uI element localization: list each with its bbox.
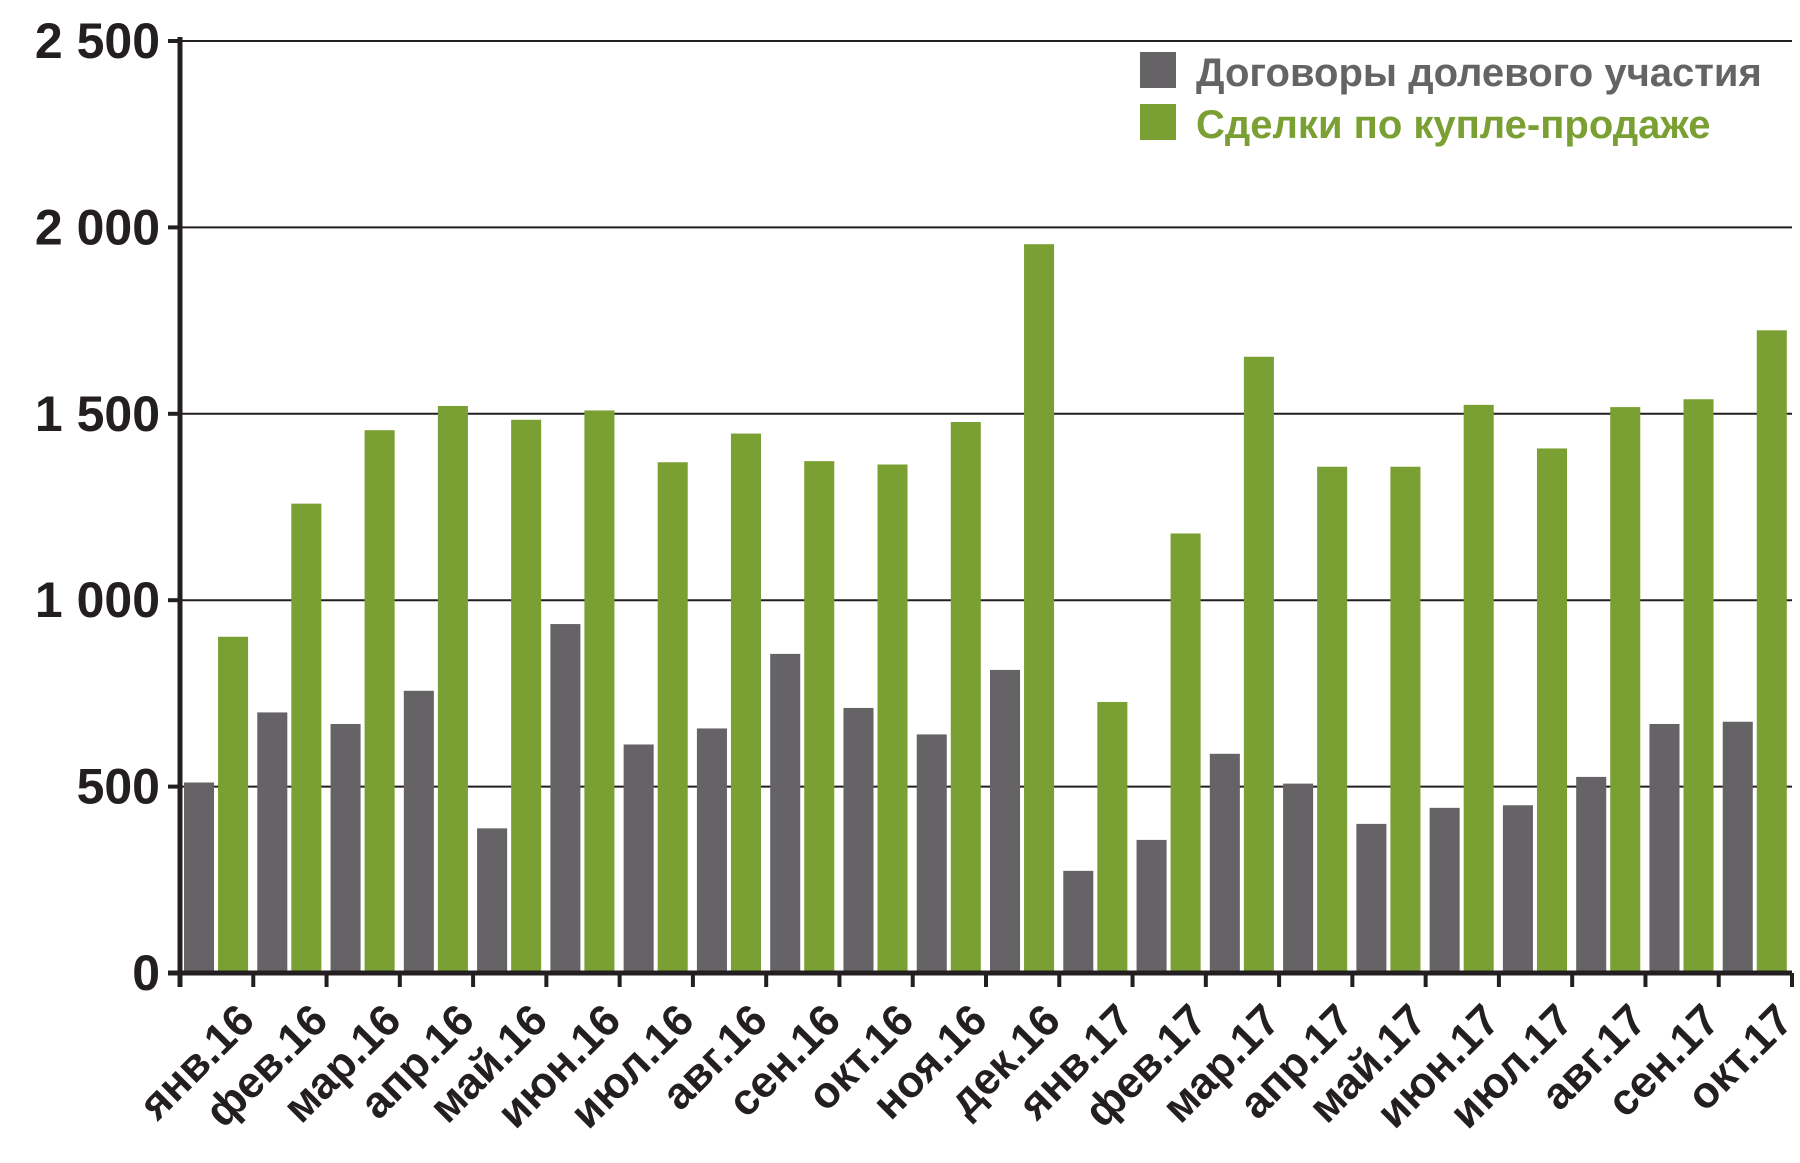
axes <box>168 37 1794 987</box>
bars <box>184 244 1787 974</box>
bar-sales-3 <box>437 405 468 973</box>
bar-sales-12 <box>1097 701 1128 973</box>
bar-sales-8 <box>804 461 835 973</box>
bar-sales-15 <box>1317 466 1348 973</box>
bar-equity-16 <box>1356 823 1387 973</box>
bar-equity-10 <box>916 734 947 973</box>
bar-sales-5 <box>584 410 615 973</box>
bar-equity-9 <box>843 707 874 973</box>
bar-sales-11 <box>1024 244 1055 973</box>
y-tick-label: 2 000 <box>35 199 160 255</box>
y-tick-label: 2 500 <box>35 13 160 69</box>
bar-equity-5 <box>550 624 581 973</box>
bar-equity-3 <box>403 690 434 973</box>
bar-sales-6 <box>657 462 688 973</box>
bar-equity-6 <box>623 744 654 973</box>
bar-sales-16 <box>1390 466 1421 973</box>
bar-sales-7 <box>730 433 761 973</box>
bar-sales-18 <box>1536 448 1567 973</box>
y-tick-label: 500 <box>77 759 160 815</box>
y-tick-label: 1 500 <box>35 386 160 442</box>
bar-equity-19 <box>1576 776 1607 973</box>
legend: Договоры долевого участия Сделки по купл… <box>1140 51 1762 147</box>
legend-swatch-series-0 <box>1140 52 1176 88</box>
bar-equity-7 <box>696 728 727 973</box>
legend-label-series-0: Договоры долевого участия <box>1196 51 1762 95</box>
bar-sales-9 <box>877 464 908 973</box>
y-tick-label: 0 <box>132 945 160 1001</box>
bar-sales-4 <box>511 419 542 974</box>
bar-sales-1 <box>291 503 322 973</box>
bar-equity-20 <box>1649 723 1680 973</box>
bar-equity-13 <box>1136 839 1167 973</box>
legend-swatch-series-1 <box>1140 104 1176 140</box>
y-tick-label: 1 000 <box>35 572 160 628</box>
bar-equity-12 <box>1063 870 1094 973</box>
legend-label-series-1: Сделки по купле-продаже <box>1196 103 1710 147</box>
bar-equity-4 <box>477 828 508 973</box>
bar-sales-17 <box>1463 404 1494 974</box>
bar-equity-14 <box>1209 753 1240 973</box>
bar-equity-15 <box>1283 783 1314 973</box>
y-tick-labels: 0 500 1 000 1 500 2 000 2 500 <box>35 13 160 1001</box>
bar-equity-8 <box>770 653 801 973</box>
bar-equity-1 <box>257 712 288 973</box>
x-tick-labels: янв.16фев.16мар.16апр.16май.16июн.16июл.… <box>129 995 1800 1138</box>
bar-sales-2 <box>364 430 395 973</box>
bar-equity-18 <box>1502 805 1533 973</box>
bar-equity-11 <box>990 669 1021 973</box>
bar-sales-13 <box>1170 533 1201 973</box>
bar-equity-2 <box>330 723 361 973</box>
bar-sales-20 <box>1683 399 1714 973</box>
bar-sales-21 <box>1756 330 1787 973</box>
bar-equity-0 <box>184 782 215 973</box>
bar-equity-17 <box>1429 807 1460 973</box>
bar-sales-19 <box>1610 407 1641 973</box>
bar-sales-0 <box>218 636 249 973</box>
bar-sales-14 <box>1243 356 1274 973</box>
bar-sales-10 <box>950 422 981 973</box>
bar-equity-21 <box>1722 721 1753 973</box>
